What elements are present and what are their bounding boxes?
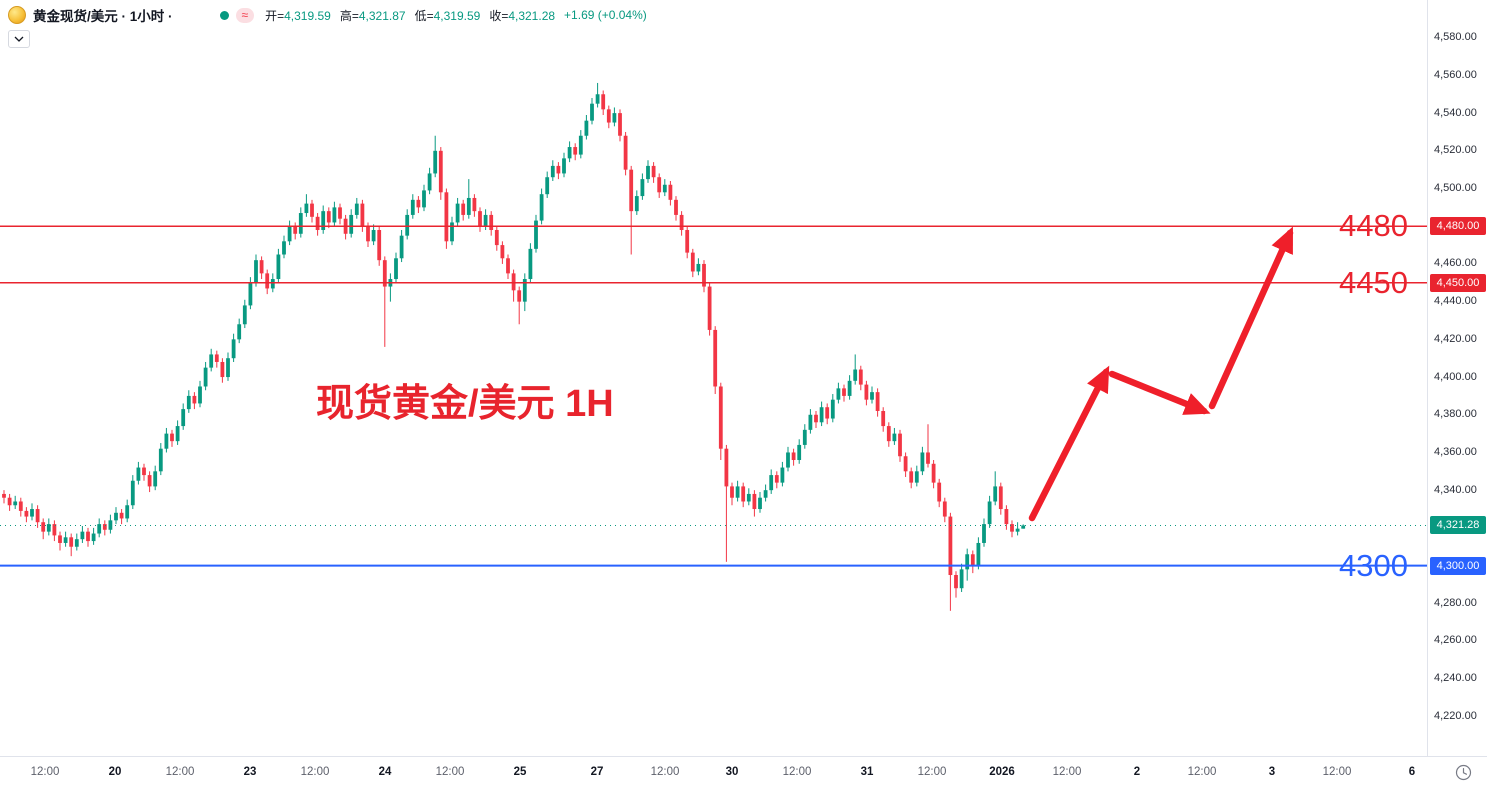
time-axis-tick: 12:00 (30, 766, 60, 778)
approx-data-badge[interactable]: ≈ (235, 7, 255, 23)
price-axis-tick: 4,500.00 (1434, 182, 1477, 195)
high-value: 4,321.87 (358, 8, 406, 23)
projection-arrow-1[interactable] (1028, 365, 1110, 522)
time-axis-tick: 12:00 (300, 766, 330, 778)
ohlc-open: 开=4,319.59 (265, 7, 331, 24)
close-label: 收= (489, 8, 509, 23)
price-axis-tick: 4,420.00 (1434, 332, 1477, 345)
time-axis[interactable]: 12:00 20 12:00 23 12:00 24 12:00 25 27 12:00 30 12:… (0, 756, 1487, 787)
price-axis-tick: 4,560.00 (1434, 68, 1477, 81)
time-axis-tick: 25 (513, 766, 527, 778)
clock-icon (1455, 764, 1472, 781)
price-level-badge-4480: 4,480.00 (1430, 217, 1486, 236)
time-axis-tick: 6 (1408, 766, 1416, 778)
price-axis-tick: 4,340.00 (1434, 483, 1477, 496)
time-axis-tick: 20 (108, 766, 122, 778)
last-price-badge: 4,321.28 (1430, 516, 1486, 535)
level-label-4450: 4450 (1339, 264, 1408, 300)
symbol-header: 黄金现货/美元 · 1小时 · ≈ 开=4,319.59 高=4,321.87 … (8, 5, 647, 25)
time-axis-tick: 31 (860, 766, 874, 778)
ohlc-high: 高=4,321.87 (340, 7, 406, 24)
projection-arrow-3[interactable] (1208, 226, 1294, 410)
price-axis-tick: 4,580.00 (1434, 31, 1477, 44)
price-axis[interactable]: 4,480.00 4,450.00 4,300.00 4,321.28 4,580.00… (1427, 0, 1487, 756)
level-label-4480: 4480 (1339, 208, 1408, 244)
price-axis-tick: 4,460.00 (1434, 257, 1477, 270)
symbol-title[interactable]: 黄金现货/美元 · 1小时 · (33, 9, 173, 24)
price-axis-tick: 4,380.00 (1434, 408, 1477, 421)
price-axis-tick: 4,540.00 (1434, 106, 1477, 119)
time-axis-tick: 2026 (989, 766, 1015, 778)
time-axis-tick: 12:00 (1322, 766, 1352, 778)
time-axis-tick: 27 (590, 766, 604, 778)
price-axis-tick: 4,440.00 (1434, 295, 1477, 308)
time-axis-tick: 23 (243, 766, 257, 778)
chevron-down-icon (14, 36, 24, 42)
price-axis-tick: 4,260.00 (1434, 634, 1477, 647)
low-label: 低= (414, 8, 434, 23)
price-axis-tick: 4,360.00 (1434, 445, 1477, 458)
price-axis-tick: 4,400.00 (1434, 370, 1477, 383)
price-axis-tick: 4,280.00 (1434, 596, 1477, 609)
level-label-4300: 4300 (1339, 547, 1408, 583)
timezone-clock-button[interactable] (1455, 764, 1472, 781)
time-axis-tick: 2 (1133, 766, 1141, 778)
price-axis-tick: 4,220.00 (1434, 709, 1477, 722)
close-value: 4,321.28 (508, 8, 556, 23)
high-label: 高= (339, 8, 359, 23)
ohlc-low: 低=4,319.59 (415, 7, 481, 24)
candlestick-chart[interactable] (0, 0, 1427, 756)
time-axis-tick: 12:00 (1187, 766, 1217, 778)
time-axis-tick: 24 (378, 766, 392, 778)
price-level-badge-4450: 4,450.00 (1430, 273, 1486, 292)
time-axis-tick: 12:00 (1052, 766, 1082, 778)
time-axis-tick: 12:00 (435, 766, 465, 778)
open-value: 4,319.59 (284, 8, 331, 23)
price-axis-tick: 4,520.00 (1434, 144, 1477, 157)
change-value: +1.69 (+0.04%) (564, 8, 647, 22)
open-label: 开= (265, 8, 285, 23)
time-axis-tick: 12:00 (917, 766, 947, 778)
time-axis-tick: 12:00 (165, 766, 195, 778)
time-axis-tick: 3 (1268, 766, 1276, 778)
chart-annotation-text[interactable]: 现货黄金/美元 1H (316, 383, 614, 425)
time-axis-tick: 30 (725, 766, 739, 778)
market-status-dot (219, 10, 229, 20)
gold-coin-icon (8, 6, 26, 24)
time-axis-tick: 12:00 (650, 766, 680, 778)
price-level-badge-4300: 4,300.00 (1430, 556, 1486, 575)
ohlc-close: 收=4,321.28 (489, 7, 555, 24)
ohlc-readout: 开=4,319.59 高=4,321.87 低=4,319.59 收=4,321… (265, 7, 555, 24)
price-axis-tick: 4,240.00 (1434, 672, 1477, 685)
time-axis-tick: 12:00 (782, 766, 812, 778)
low-value: 4,319.59 (433, 8, 481, 23)
legend-collapse-button[interactable] (8, 30, 30, 48)
projection-arrow-2[interactable] (1108, 370, 1211, 415)
candlestick-series (2, 82, 1026, 611)
